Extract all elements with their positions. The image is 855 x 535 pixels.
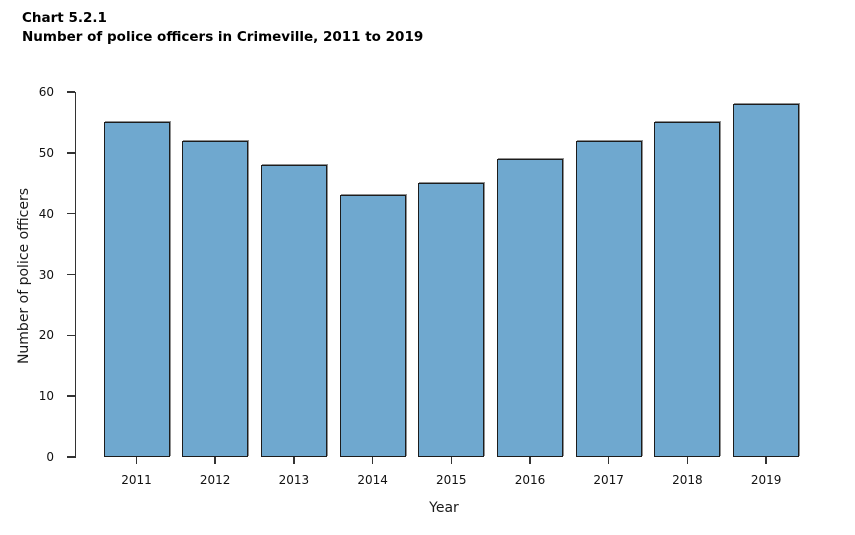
y-tick [66, 456, 75, 458]
x-tick [529, 457, 531, 464]
x-tick-label: 2011 [121, 473, 152, 487]
x-tick-label: 2019 [750, 473, 782, 487]
bar-2014 [339, 195, 406, 457]
y-tick-label: 60 [38, 85, 54, 99]
x-tick-label: 2016 [514, 473, 546, 487]
y-tick [66, 334, 75, 337]
x-tick [293, 457, 295, 464]
y-tick-label: 30 [38, 267, 54, 282]
bar-2018 [654, 122, 721, 457]
y-tick [66, 395, 75, 397]
chart-subtitle: Number of police officers in Crimeville,… [22, 29, 424, 45]
y-axis-line [74, 91, 76, 458]
x-tick-label: 2013 [278, 473, 310, 487]
bar-2015 [418, 183, 485, 457]
chart-number: Chart 5.2.1 [22, 10, 107, 26]
y-tick [66, 152, 75, 154]
bar-2013 [260, 165, 327, 457]
x-axis-title: Year [429, 500, 459, 516]
y-tick-label: 20 [38, 328, 54, 343]
x-tick-label: 2012 [199, 473, 231, 487]
x-tick [765, 457, 767, 464]
bar-2016 [497, 158, 563, 457]
bar-2012 [182, 140, 249, 457]
bar-2019 [733, 104, 800, 457]
chart-title-block: Chart 5.2.1 Number of police officers in… [22, 9, 423, 47]
x-tick [450, 457, 453, 464]
x-tick-label: 2015 [436, 473, 467, 487]
bar-2011 [103, 122, 170, 457]
y-tick [66, 91, 75, 93]
x-tick-label: 2018 [672, 473, 703, 487]
x-tick [686, 457, 689, 464]
x-tick [607, 457, 610, 464]
x-tick [214, 457, 216, 464]
x-tick-label: 2017 [593, 473, 624, 487]
bar-2017 [575, 140, 642, 457]
x-tick [371, 457, 374, 464]
y-tick-label: 40 [38, 206, 54, 221]
x-tick-label: 2014 [357, 473, 388, 487]
y-tick-label: 0 [46, 450, 54, 464]
x-tick [135, 457, 138, 464]
y-tick-label: 50 [38, 145, 54, 160]
y-tick [66, 273, 75, 276]
y-tick [66, 212, 75, 215]
y-tick-label: 10 [38, 389, 54, 404]
